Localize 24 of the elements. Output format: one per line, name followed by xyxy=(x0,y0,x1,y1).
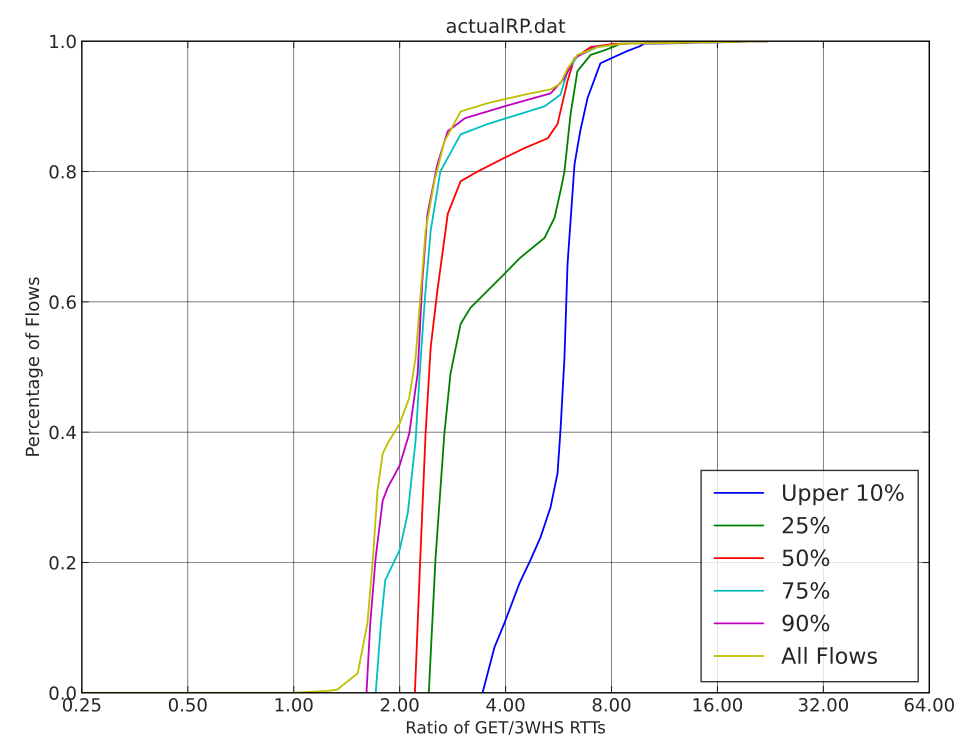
x-tick-label: 32.00 xyxy=(798,698,848,712)
y-axis-title: Percentage of Flows xyxy=(25,277,43,456)
legend-label: Upper 10% xyxy=(783,484,904,506)
x-tick-label: 0.25 xyxy=(62,698,100,712)
legend-label: All Flows xyxy=(781,646,877,664)
legend-label: 25% xyxy=(782,516,830,534)
legend-label: 50% xyxy=(782,549,830,566)
y-tick-label: 1.0 xyxy=(50,34,76,48)
legend-label: 90% xyxy=(782,614,830,632)
x-tick-label: 4.00 xyxy=(486,698,524,712)
y-tick-label: 0.4 xyxy=(49,426,76,440)
x-tick-label: 64.00 xyxy=(904,698,954,712)
x-tick-label: 8.00 xyxy=(592,698,630,712)
y-tick-label: 0.2 xyxy=(49,556,76,570)
x-tick-label: 1.00 xyxy=(276,698,313,712)
chart-title: actualRP.dat xyxy=(446,18,566,34)
y-tick-label: 0.8 xyxy=(49,164,76,179)
x-tick-label: 0.50 xyxy=(168,698,207,712)
x-axis-title: Ratio of GET/3WHS RTTs xyxy=(406,720,606,735)
x-tick-label: 2.00 xyxy=(380,698,419,712)
y-tick-label: 0.6 xyxy=(49,295,76,309)
y-tick-label: 0.0 xyxy=(49,686,76,700)
legend-label: 75% xyxy=(782,582,830,599)
x-tick-label: 16.00 xyxy=(694,698,742,712)
